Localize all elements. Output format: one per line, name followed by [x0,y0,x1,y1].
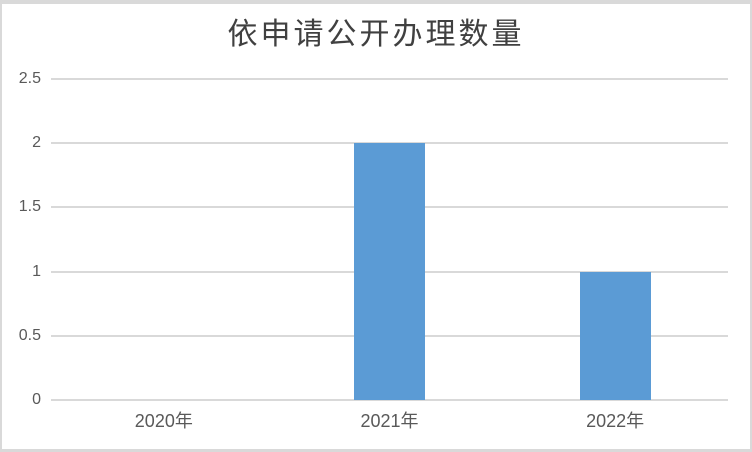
bar-2022年 [579,271,651,400]
bar-2021年 [354,143,425,400]
y-tick-label: 0 [32,391,41,408]
y-tick-label: 0.5 [18,326,41,344]
y-tick-label: 2.5 [18,70,41,87]
x-tick-label: 2021年 [360,411,419,431]
plot-area [51,78,728,401]
gridline [51,142,728,145]
x-tick-label: 2022年 [586,411,645,431]
y-tick-label: 1 [32,262,41,280]
y-tick-label: 2 [32,134,41,152]
gridline [51,399,728,401]
gridline [51,78,728,80]
x-tick-label: 2020年 [134,411,193,431]
y-tick-label: 1.5 [18,198,41,216]
chart-title: 依申请公开办理数量 [227,18,525,51]
